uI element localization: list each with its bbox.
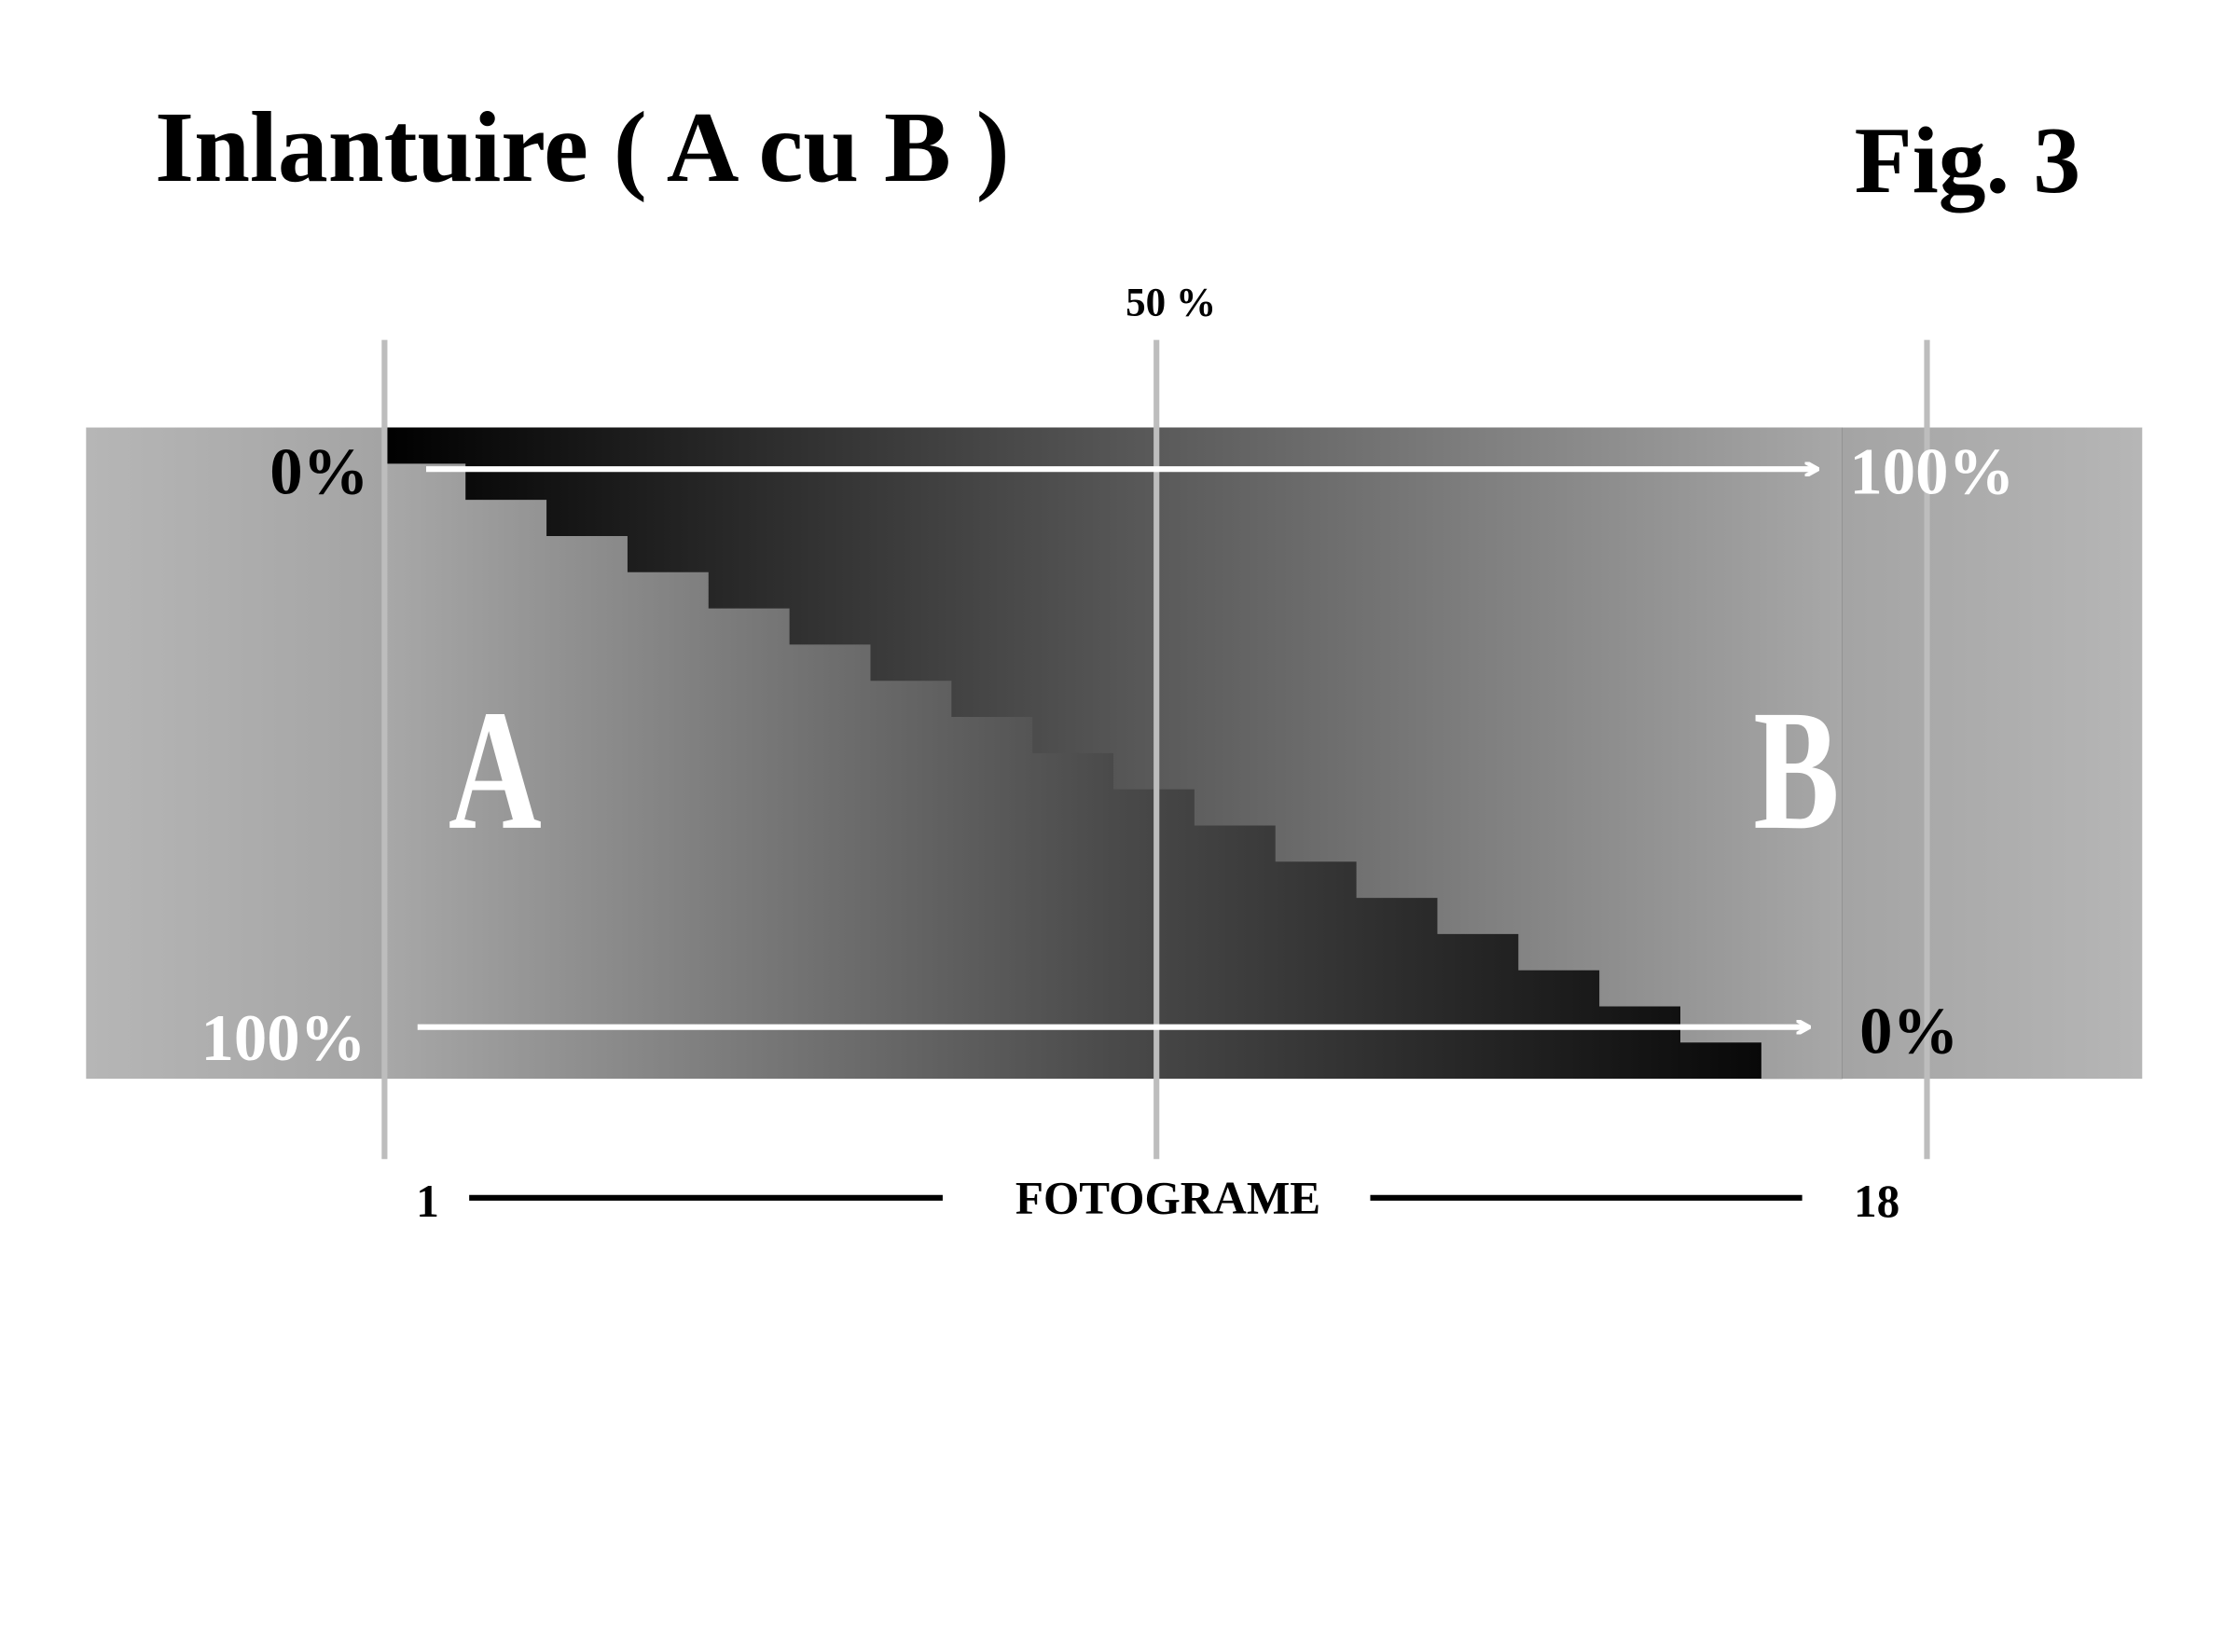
bottom-left-label: 100% [200, 1002, 366, 1075]
midpoint-label: 50 % [1126, 282, 1216, 325]
band-left [86, 427, 388, 1080]
axis-start: 1 [416, 1176, 439, 1227]
shot-b-region [384, 427, 1843, 1080]
top-left-label: 0% [269, 435, 368, 508]
axis-end: 18 [1854, 1176, 1899, 1227]
frame-markers [381, 339, 1930, 1160]
band-right [1839, 427, 2143, 1080]
bottom-right-label: 0% [1859, 995, 1958, 1067]
title: Inlantuire ( A cu B ) [155, 92, 1010, 203]
top-right-label: 100% [1849, 435, 2014, 508]
figure-number: Fig. 3 [1855, 108, 2081, 213]
axis-label: FOTOGRAME [1015, 1173, 1320, 1224]
shot-b-label: B [1753, 676, 1839, 866]
shot-a-label: A [449, 676, 542, 866]
